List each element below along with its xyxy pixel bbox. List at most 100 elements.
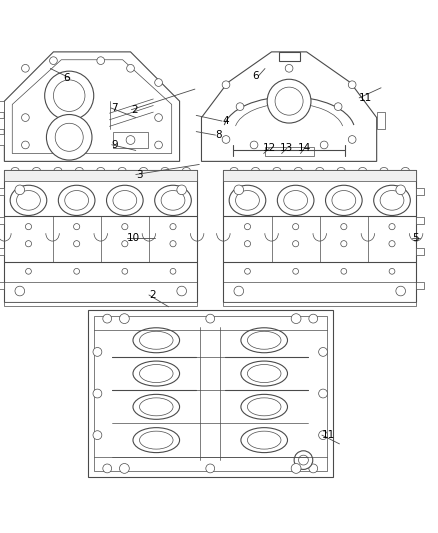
Circle shape xyxy=(122,240,128,247)
Circle shape xyxy=(46,115,92,160)
Bar xyxy=(416,248,424,255)
Circle shape xyxy=(389,240,395,247)
Circle shape xyxy=(122,269,128,274)
Circle shape xyxy=(341,240,347,247)
Circle shape xyxy=(177,185,187,195)
Ellipse shape xyxy=(133,427,180,453)
Ellipse shape xyxy=(241,328,287,353)
Circle shape xyxy=(177,286,187,296)
Circle shape xyxy=(396,185,406,195)
Bar xyxy=(4,170,197,181)
Bar xyxy=(4,170,197,302)
Circle shape xyxy=(389,223,395,230)
Ellipse shape xyxy=(139,365,173,383)
Circle shape xyxy=(293,240,299,247)
Circle shape xyxy=(170,269,176,274)
Circle shape xyxy=(275,87,303,115)
Circle shape xyxy=(222,135,230,143)
Text: 9: 9 xyxy=(112,140,118,150)
Circle shape xyxy=(293,223,299,230)
Bar xyxy=(377,112,385,128)
Circle shape xyxy=(127,64,134,72)
Text: 7: 7 xyxy=(111,103,117,113)
Bar xyxy=(0,282,4,289)
Circle shape xyxy=(234,286,244,296)
Circle shape xyxy=(389,269,395,274)
Circle shape xyxy=(74,240,80,247)
Circle shape xyxy=(120,464,129,473)
Circle shape xyxy=(97,57,105,64)
Circle shape xyxy=(285,64,293,72)
Circle shape xyxy=(126,135,135,144)
Circle shape xyxy=(319,348,328,357)
Bar xyxy=(416,282,424,289)
Circle shape xyxy=(155,114,162,122)
Circle shape xyxy=(396,286,406,296)
Text: 6: 6 xyxy=(64,73,70,83)
Ellipse shape xyxy=(380,190,404,210)
Circle shape xyxy=(155,79,162,86)
Polygon shape xyxy=(201,52,377,161)
Ellipse shape xyxy=(10,185,47,215)
Ellipse shape xyxy=(325,185,362,215)
Bar xyxy=(0,134,4,145)
Ellipse shape xyxy=(332,190,356,210)
Circle shape xyxy=(334,103,342,110)
Circle shape xyxy=(120,314,129,324)
Circle shape xyxy=(103,464,112,473)
Circle shape xyxy=(53,80,85,111)
Circle shape xyxy=(267,79,311,123)
Bar xyxy=(416,188,424,195)
Text: 13: 13 xyxy=(280,143,293,154)
Circle shape xyxy=(155,141,162,149)
Ellipse shape xyxy=(241,361,287,386)
Text: 4: 4 xyxy=(222,116,229,126)
Bar xyxy=(0,248,4,255)
Bar xyxy=(223,170,416,302)
Circle shape xyxy=(341,223,347,230)
Bar xyxy=(0,216,4,223)
Circle shape xyxy=(74,269,80,274)
Ellipse shape xyxy=(247,365,281,383)
Ellipse shape xyxy=(139,398,173,416)
Circle shape xyxy=(293,269,299,274)
Bar xyxy=(113,132,148,148)
Circle shape xyxy=(122,223,128,230)
Text: 10: 10 xyxy=(127,233,140,243)
Text: 12: 12 xyxy=(263,143,276,154)
Bar xyxy=(94,317,327,471)
Circle shape xyxy=(341,269,347,274)
Ellipse shape xyxy=(247,332,281,349)
Text: 6: 6 xyxy=(252,71,258,81)
Circle shape xyxy=(294,451,313,470)
Ellipse shape xyxy=(133,361,180,386)
Ellipse shape xyxy=(284,190,307,210)
Circle shape xyxy=(25,223,32,230)
Circle shape xyxy=(236,103,244,110)
Text: 2: 2 xyxy=(131,104,138,115)
Circle shape xyxy=(15,286,25,296)
Ellipse shape xyxy=(139,431,173,449)
Ellipse shape xyxy=(236,190,259,210)
Circle shape xyxy=(234,185,244,195)
Text: 2: 2 xyxy=(149,290,155,300)
Circle shape xyxy=(244,240,251,247)
Circle shape xyxy=(15,185,25,195)
Circle shape xyxy=(291,314,301,324)
Circle shape xyxy=(206,314,215,323)
Circle shape xyxy=(206,464,215,473)
Circle shape xyxy=(74,223,80,230)
Circle shape xyxy=(309,464,318,473)
Ellipse shape xyxy=(17,190,40,210)
Bar xyxy=(416,216,424,223)
Circle shape xyxy=(49,57,57,64)
Circle shape xyxy=(21,141,29,149)
Circle shape xyxy=(348,81,356,88)
Ellipse shape xyxy=(161,190,185,210)
Circle shape xyxy=(291,464,301,473)
Ellipse shape xyxy=(277,185,314,215)
Bar xyxy=(223,302,416,306)
Circle shape xyxy=(319,389,328,398)
Circle shape xyxy=(244,223,251,230)
Text: 11: 11 xyxy=(359,93,372,103)
